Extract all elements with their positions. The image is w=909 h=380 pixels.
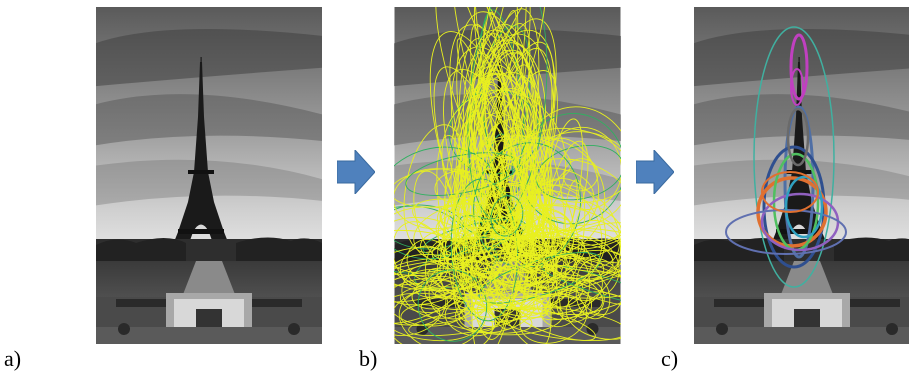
- panel-colored-ellipses: [694, 7, 909, 344]
- right-arrow-icon: [636, 150, 674, 194]
- panel-yellow-ellipses: [394, 7, 621, 344]
- panel-label-a: a): [4, 348, 21, 370]
- eiffel-tower-photo: [96, 7, 322, 344]
- right-arrow-icon: [337, 150, 375, 194]
- eiffel-tower-photo-with-colored-ellipses: [694, 7, 909, 344]
- eiffel-tower-photo-with-yellow-ellipses: [394, 7, 621, 344]
- panel-label-c: c): [661, 348, 678, 370]
- panel-label-b: b): [359, 348, 377, 370]
- panel-original-photo: [96, 7, 322, 344]
